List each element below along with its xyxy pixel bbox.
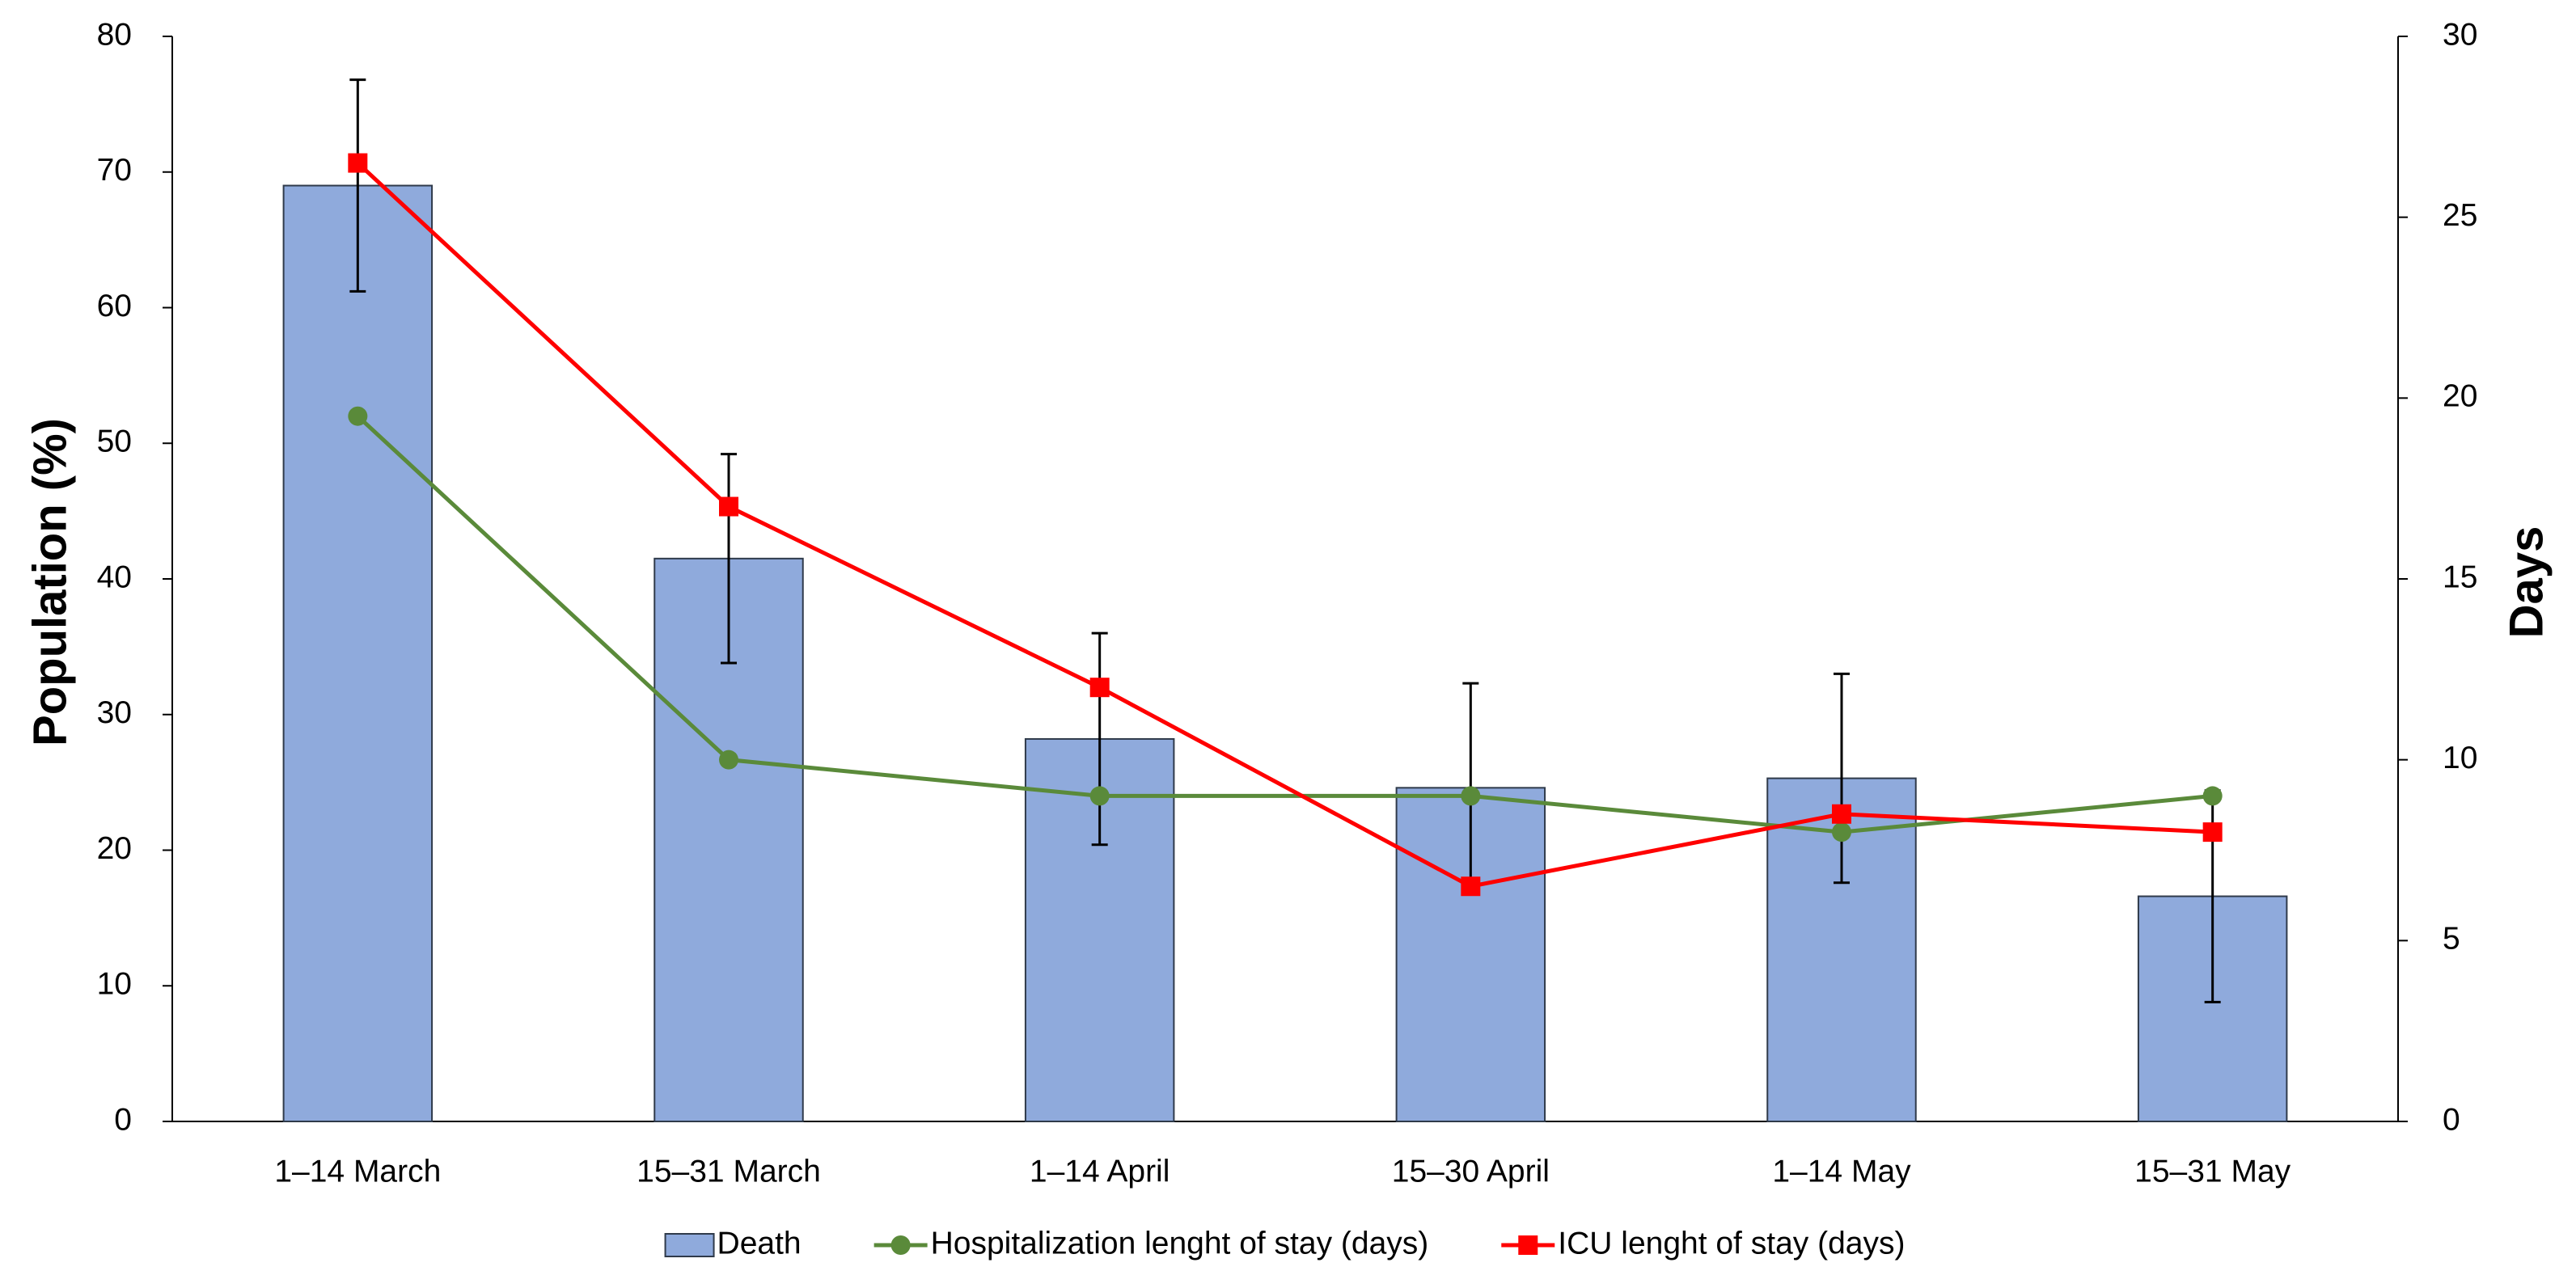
legend-symbol xyxy=(1518,1235,1538,1255)
marker xyxy=(1832,804,1851,824)
error-bar xyxy=(1091,631,1108,847)
y-tick-label: 30 xyxy=(97,695,132,730)
y-tick-label: 20 xyxy=(97,831,132,866)
marker xyxy=(348,406,368,426)
y-tick-label: 70 xyxy=(97,153,132,188)
y2-tick-label: 0 xyxy=(2443,1102,2460,1137)
legend-symbol xyxy=(664,1233,715,1257)
marker xyxy=(348,153,368,173)
x-tick-label: 15–30 April xyxy=(1392,1154,1550,1189)
marker xyxy=(1461,876,1481,897)
line xyxy=(356,414,2213,834)
marker xyxy=(2202,822,2223,842)
legend-label: ICU lenght of stay (days) xyxy=(1558,1226,1905,1261)
x-tick-label: 15–31 May xyxy=(2134,1154,2290,1189)
bar xyxy=(282,184,434,1122)
y-tick-label: 40 xyxy=(97,560,132,594)
marker xyxy=(1089,678,1110,698)
x-tick-label: 1–14 April xyxy=(1030,1154,1170,1189)
legend-symbol xyxy=(890,1235,911,1255)
x-tick-label: 1–14 May xyxy=(1772,1154,1911,1189)
marker xyxy=(1461,786,1481,806)
y2-tick-label: 15 xyxy=(2443,560,2477,594)
legend-item: Death xyxy=(664,1226,802,1261)
legend-item: Hospitalization lenght of stay (days) xyxy=(873,1226,1429,1261)
y-tick-label: 0 xyxy=(114,1102,132,1137)
y2-tick-label: 25 xyxy=(2443,198,2477,233)
marker xyxy=(2202,786,2223,806)
y2-axis-title: Days xyxy=(2500,526,2553,639)
legend-label: Death xyxy=(717,1226,802,1261)
marker xyxy=(1089,786,1110,806)
marker xyxy=(719,750,738,770)
marker xyxy=(1832,822,1851,842)
y2-tick-label: 5 xyxy=(2443,922,2460,956)
marker xyxy=(719,496,738,517)
y-tick-label: 10 xyxy=(97,967,132,1002)
line xyxy=(356,161,2213,889)
legend-label: Hospitalization lenght of stay (days) xyxy=(931,1226,1429,1261)
error-bar xyxy=(1834,672,1850,885)
y2-tick-label: 10 xyxy=(2443,741,2477,775)
y-axis-title: Population (%) xyxy=(23,418,76,746)
x-tick-label: 15–31 March xyxy=(637,1154,821,1189)
legend-item: ICU lenght of stay (days) xyxy=(1501,1226,1905,1261)
error-bar xyxy=(349,78,366,293)
y-tick-label: 50 xyxy=(97,424,132,459)
y2-tick-label: 20 xyxy=(2443,379,2477,414)
y-tick-label: 80 xyxy=(97,17,132,52)
x-tick-label: 1–14 March xyxy=(274,1154,441,1189)
y-tick-label: 60 xyxy=(97,289,132,323)
error-bar xyxy=(721,453,737,665)
y2-tick-label: 30 xyxy=(2443,17,2477,52)
